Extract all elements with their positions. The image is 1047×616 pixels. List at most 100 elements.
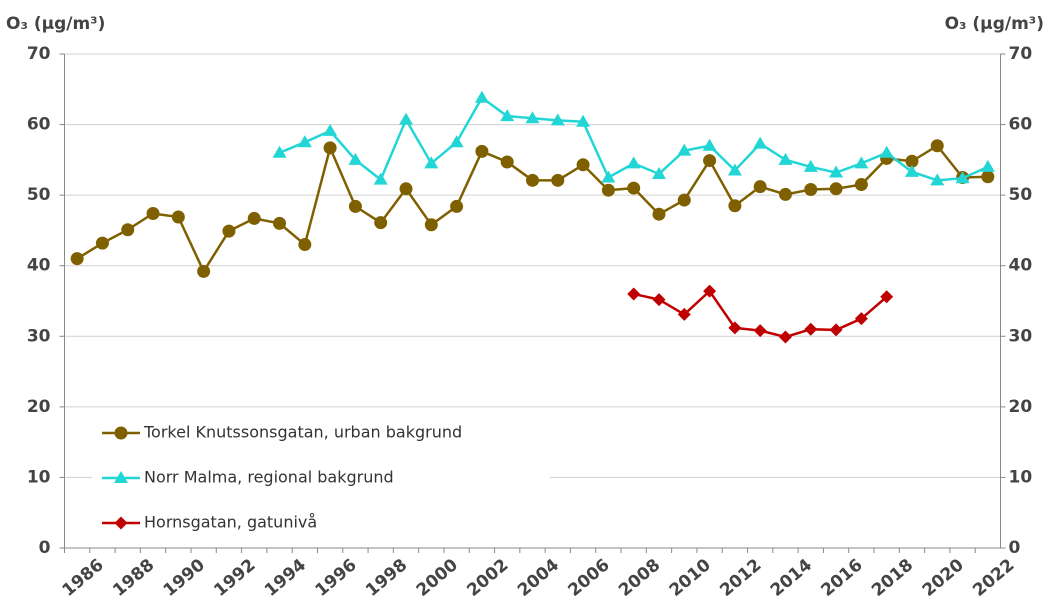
marker (652, 207, 666, 221)
marker (272, 145, 287, 158)
marker (95, 236, 109, 250)
x-tick-label: 1988 (109, 555, 158, 601)
marker (753, 136, 768, 149)
marker (424, 156, 439, 169)
y2-tick-label: 50 (1009, 185, 1033, 205)
x-tick-label: 2018 (868, 555, 917, 601)
marker (955, 171, 970, 184)
marker (114, 471, 128, 483)
legend-label: Torkel Knutssonsgatan, urban bakgrund (143, 423, 462, 442)
series-line (76, 144, 988, 274)
marker (197, 264, 211, 278)
marker (753, 324, 767, 338)
marker (601, 183, 615, 197)
marker (778, 152, 793, 165)
marker (273, 216, 287, 230)
marker (803, 159, 818, 172)
x-tick-label: 1986 (59, 555, 108, 601)
x-tick-label: 1996 (312, 555, 361, 601)
legend-box (92, 412, 550, 538)
marker (247, 211, 261, 225)
y-tick-label: 60 (27, 115, 51, 135)
legend-label: Norr Malma, regional bakgrund (144, 468, 394, 487)
marker (854, 156, 869, 169)
marker (627, 287, 641, 301)
marker (146, 206, 160, 220)
x-tick-label: 1998 (362, 555, 411, 601)
x-tick-label: 2022 (969, 555, 1018, 601)
marker (474, 90, 489, 103)
marker (550, 113, 565, 126)
marker (576, 114, 591, 127)
marker (854, 312, 868, 326)
marker (348, 199, 362, 213)
x-tick-label: 2016 (818, 555, 867, 601)
marker (753, 180, 767, 194)
marker (677, 193, 691, 207)
y-tick-label: 70 (27, 44, 51, 64)
legend-label: Hornsgatan, gatunivå (144, 513, 317, 532)
marker (121, 223, 135, 237)
y-tick-label: 0 (39, 538, 51, 558)
y2-tick-label: 20 (1009, 397, 1033, 417)
marker (981, 170, 995, 184)
x-tick-label: 2004 (514, 555, 563, 601)
marker (475, 144, 489, 158)
marker (829, 165, 844, 178)
marker (728, 199, 742, 213)
marker (880, 290, 894, 304)
marker (627, 181, 641, 195)
marker (399, 182, 413, 196)
marker (297, 135, 312, 148)
marker (778, 187, 792, 201)
marker (651, 166, 666, 179)
x-tick-label: 2020 (919, 555, 968, 601)
marker (829, 323, 843, 337)
y-tick-label: 40 (27, 256, 51, 276)
marker (703, 284, 717, 298)
marker (500, 155, 514, 169)
y-tick-label: 20 (27, 397, 51, 417)
marker (500, 109, 515, 122)
y-tick-label: 50 (27, 185, 51, 205)
y-tick-label: 10 (27, 467, 51, 487)
marker (626, 156, 641, 169)
y2-tick-label: 40 (1009, 256, 1033, 276)
marker (804, 182, 818, 196)
marker (703, 154, 717, 168)
marker (677, 307, 691, 321)
y2-tick-label: 10 (1009, 467, 1033, 487)
marker (727, 163, 742, 176)
marker (829, 182, 843, 196)
marker (980, 159, 995, 172)
x-tick-label: 2008 (615, 555, 664, 601)
marker (374, 216, 388, 230)
marker (373, 172, 388, 185)
marker (114, 426, 128, 440)
y2-tick-label: 70 (1009, 44, 1033, 64)
x-tick-label: 2006 (565, 555, 614, 601)
marker (171, 210, 185, 224)
x-tick-label: 1992 (210, 555, 259, 601)
marker (450, 199, 464, 213)
x-tick-label: 2010 (666, 555, 715, 601)
marker (298, 238, 312, 252)
marker (323, 123, 338, 136)
marker (905, 154, 919, 168)
y2-axis-title: O₃ (µg/m³) (945, 14, 1044, 34)
y-axis-title: O₃ (µg/m³) (6, 14, 105, 34)
marker (879, 145, 894, 158)
y2-tick-label: 60 (1009, 115, 1033, 135)
x-tick-label: 2002 (463, 555, 512, 601)
marker (677, 143, 692, 156)
y2-tick-label: 30 (1009, 326, 1033, 346)
marker (424, 218, 438, 232)
y2-tick-label: 0 (1009, 538, 1021, 558)
marker (399, 112, 414, 125)
y-tick-label: 30 (27, 326, 51, 346)
marker (323, 141, 337, 155)
x-tick-label: 2014 (767, 555, 816, 601)
marker (576, 158, 590, 172)
marker (222, 224, 236, 238)
